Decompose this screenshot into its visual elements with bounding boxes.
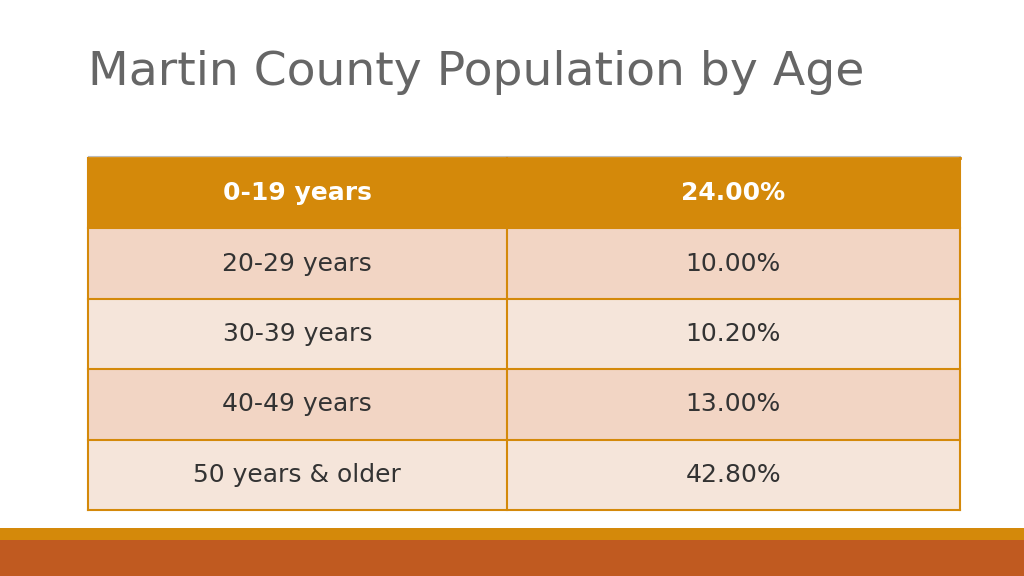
- Bar: [88, 299, 961, 369]
- Text: 20-29 years: 20-29 years: [222, 252, 372, 275]
- Bar: [88, 229, 961, 299]
- Text: 40-49 years: 40-49 years: [222, 392, 372, 416]
- Text: 42.80%: 42.80%: [685, 463, 781, 487]
- Text: 30-39 years: 30-39 years: [222, 322, 372, 346]
- Bar: [0, 540, 1024, 576]
- Bar: [88, 439, 961, 510]
- Text: Martin County Population by Age: Martin County Population by Age: [88, 50, 864, 95]
- Text: 10.20%: 10.20%: [686, 322, 781, 346]
- Text: 0-19 years: 0-19 years: [223, 181, 372, 205]
- Text: 50 years & older: 50 years & older: [194, 463, 401, 487]
- Text: 13.00%: 13.00%: [686, 392, 781, 416]
- Bar: [88, 369, 961, 439]
- Bar: [0, 528, 1024, 540]
- Bar: [88, 158, 961, 229]
- Text: 24.00%: 24.00%: [681, 181, 785, 205]
- Text: 10.00%: 10.00%: [686, 252, 781, 275]
